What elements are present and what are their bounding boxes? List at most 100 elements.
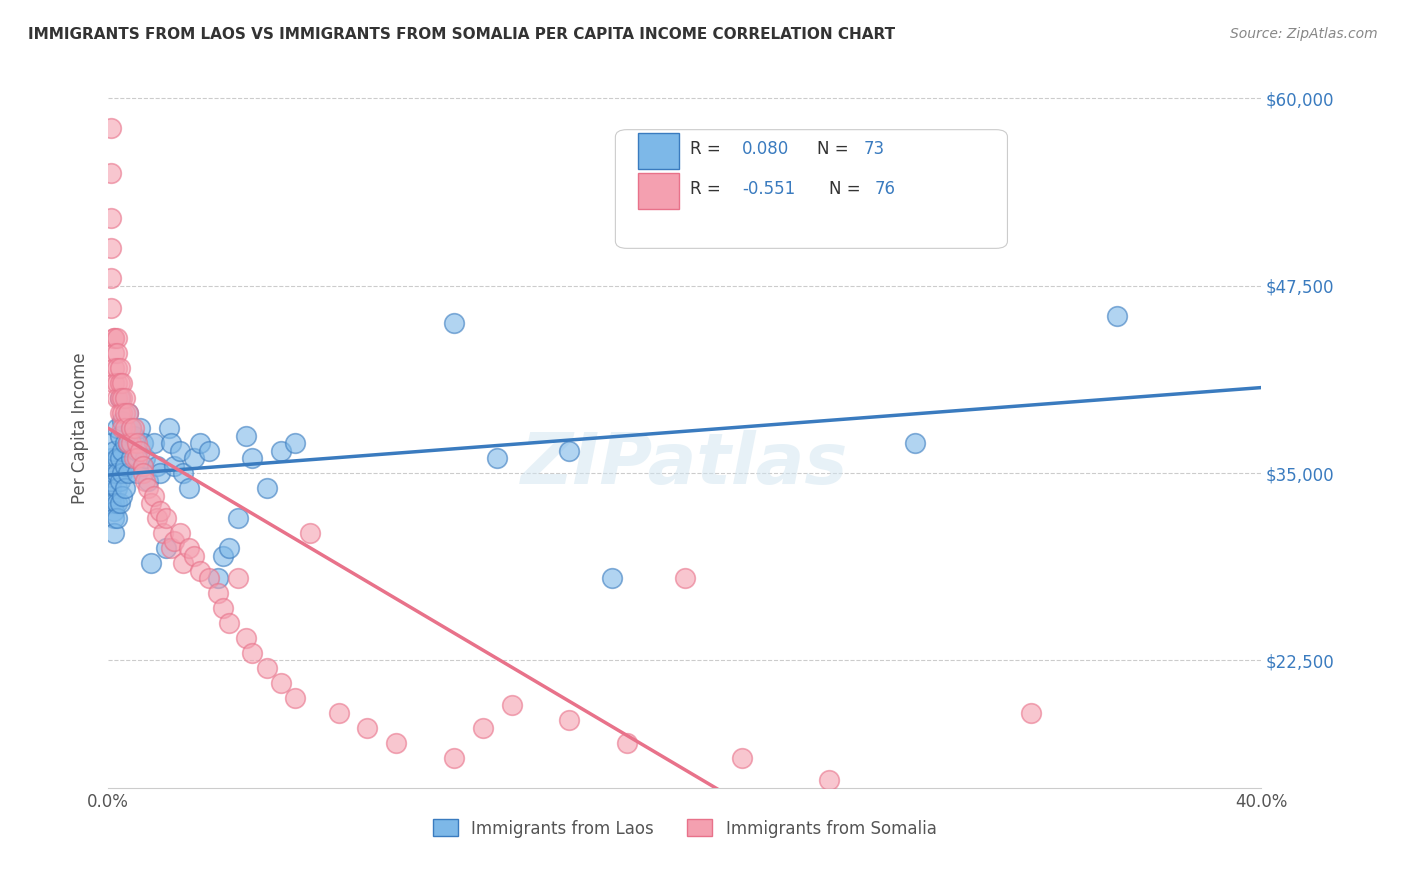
Point — [100, 211, 122, 226]
Text: R =: R = — [690, 140, 721, 158]
Point — [146, 458, 169, 473]
Point — [103, 511, 125, 525]
Point — [108, 428, 131, 442]
Point — [108, 376, 131, 391]
Point — [108, 474, 131, 488]
Point — [169, 526, 191, 541]
Text: 73: 73 — [863, 140, 884, 158]
Point — [131, 458, 153, 473]
Point — [673, 571, 696, 585]
Point — [117, 466, 139, 480]
Point — [100, 436, 122, 450]
Point — [141, 496, 163, 510]
Point — [100, 301, 122, 316]
Point — [111, 421, 134, 435]
Point — [385, 736, 408, 750]
Point — [111, 489, 134, 503]
Point — [218, 615, 240, 630]
Point — [111, 391, 134, 405]
Point — [235, 631, 257, 645]
Point — [131, 466, 153, 480]
Point — [108, 361, 131, 376]
Point — [270, 676, 292, 690]
Point — [138, 474, 160, 488]
Point — [108, 451, 131, 466]
Text: IMMIGRANTS FROM LAOS VS IMMIGRANTS FROM SOMALIA PER CAPITA INCOME CORRELATION CH: IMMIGRANTS FROM LAOS VS IMMIGRANTS FROM … — [28, 27, 896, 42]
Point — [240, 451, 263, 466]
Point — [122, 451, 145, 466]
Point — [160, 541, 183, 555]
Point — [198, 571, 221, 585]
Point — [177, 541, 200, 555]
Point — [105, 331, 128, 345]
Point — [298, 526, 321, 541]
Point — [105, 466, 128, 480]
Point — [120, 421, 142, 435]
Point — [105, 496, 128, 510]
Point — [558, 443, 581, 458]
Point — [163, 458, 186, 473]
Point — [558, 714, 581, 728]
Point — [114, 421, 136, 435]
Point — [356, 721, 378, 735]
Point — [149, 503, 172, 517]
Point — [105, 346, 128, 360]
Text: Source: ZipAtlas.com: Source: ZipAtlas.com — [1230, 27, 1378, 41]
Point — [100, 241, 122, 255]
Point — [226, 511, 249, 525]
Text: N =: N = — [828, 180, 860, 198]
Y-axis label: Per Capita Income: Per Capita Income — [72, 352, 89, 504]
Point — [443, 751, 465, 765]
Point — [117, 406, 139, 420]
Point — [105, 376, 128, 391]
Point — [226, 571, 249, 585]
Point — [163, 533, 186, 548]
Point — [198, 443, 221, 458]
Point — [183, 451, 205, 466]
Point — [114, 481, 136, 495]
Point — [443, 316, 465, 330]
Point — [105, 361, 128, 376]
Point — [111, 406, 134, 420]
Point — [100, 458, 122, 473]
Point — [103, 331, 125, 345]
Text: 76: 76 — [875, 180, 896, 198]
Point — [125, 451, 148, 466]
Text: R =: R = — [690, 180, 721, 198]
Point — [111, 376, 134, 391]
Point — [103, 466, 125, 480]
Point — [157, 421, 180, 435]
Point — [108, 496, 131, 510]
Point — [602, 571, 624, 585]
Point — [143, 436, 166, 450]
Point — [120, 421, 142, 435]
Point — [114, 406, 136, 420]
Point — [108, 391, 131, 405]
Point — [160, 436, 183, 450]
Point — [177, 481, 200, 495]
Point — [1105, 309, 1128, 323]
Point — [143, 489, 166, 503]
Point — [486, 451, 509, 466]
Point — [146, 511, 169, 525]
Point — [904, 436, 927, 450]
Point — [114, 436, 136, 450]
Point — [131, 436, 153, 450]
Point — [128, 421, 150, 435]
Point — [100, 489, 122, 503]
Point — [105, 481, 128, 495]
Point — [169, 443, 191, 458]
Point — [103, 526, 125, 541]
Point — [117, 406, 139, 420]
Point — [212, 601, 235, 615]
Point — [128, 443, 150, 458]
Point — [125, 436, 148, 450]
Point — [100, 451, 122, 466]
Point — [235, 428, 257, 442]
Point — [105, 451, 128, 466]
Point — [108, 406, 131, 420]
Point — [188, 564, 211, 578]
Point — [471, 721, 494, 735]
Point — [256, 481, 278, 495]
Point — [103, 503, 125, 517]
